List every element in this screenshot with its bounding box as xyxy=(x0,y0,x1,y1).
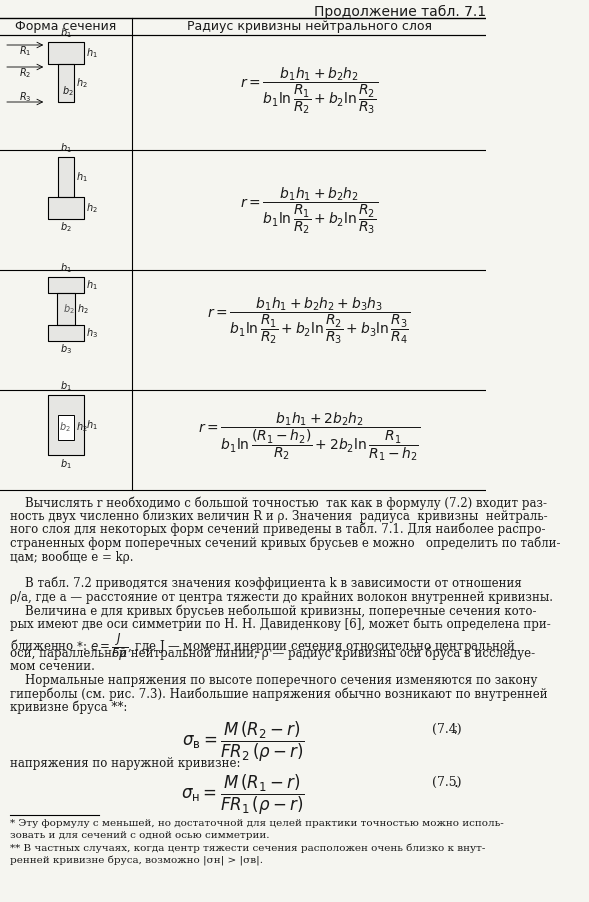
Text: страненных форм поперечных сечений кривых брусьев e можно   определить по табли-: страненных форм поперечных сечений кривы… xyxy=(10,537,560,550)
Text: $\sigma_\text{в} = \dfrac{M\,(R_2 - r)}{FR_2\,(\rho - r)}$: $\sigma_\text{в} = \dfrac{M\,(R_2 - r)}{… xyxy=(182,720,305,764)
Polygon shape xyxy=(58,64,74,102)
Text: В табл. 7.2 приводятся значения коэффициента k в зависимости от отношения: В табл. 7.2 приводятся значения коэффици… xyxy=(10,577,522,591)
Text: (7.5): (7.5) xyxy=(432,776,462,789)
Text: $r = \dfrac{b_1 h_1 + b_2 h_2}{b_1 \ln\dfrac{R_1}{R_2} + b_2 \ln\dfrac{R_2}{R_3}: $r = \dfrac{b_1 h_1 + b_2 h_2}{b_1 \ln\d… xyxy=(240,65,378,115)
Text: (7.4): (7.4) xyxy=(432,723,462,736)
Text: ближенно $*$: $e = \dfrac{J}{F\rho}$, где J — момент инерции сечения относительн: ближенно $*$: $e = \dfrac{J}{F\rho}$, гд… xyxy=(10,631,515,663)
Text: ного слоя для некоторых форм сечений приведены в табл. 7.1. Для наиболее распро-: ного слоя для некоторых форм сечений при… xyxy=(10,523,545,537)
Text: $b_3$: $b_3$ xyxy=(60,342,72,355)
Polygon shape xyxy=(48,42,84,64)
Text: $h_1$: $h_1$ xyxy=(76,170,88,184)
Text: Вычислять r необходимо с большой точностью  так как в формулу (7.2) входит раз-: Вычислять r необходимо с большой точност… xyxy=(10,496,547,510)
Text: $h_2$: $h_2$ xyxy=(76,76,88,90)
Text: $r = \dfrac{b_1 h_1 + b_2 h_2}{b_1 \ln\dfrac{R_1}{R_2} + b_2 \ln\dfrac{R_2}{R_3}: $r = \dfrac{b_1 h_1 + b_2 h_2}{b_1 \ln\d… xyxy=(240,185,378,236)
Text: напряжения по наружной кривизне:: напряжения по наружной кривизне: xyxy=(10,758,240,770)
Text: мом сечении.: мом сечении. xyxy=(10,660,95,674)
Text: * Эту формулу с меньшей, но достаточной для целей практики точностью можно испол: * Эту формулу с меньшей, но достаточной … xyxy=(10,820,504,829)
Text: ** В частных случаях, когда центр тяжести сечения расположен очень близко к внут: ** В частных случаях, когда центр тяжест… xyxy=(10,843,485,853)
Text: $R_3$: $R_3$ xyxy=(19,90,31,104)
Text: $b_1$: $b_1$ xyxy=(60,142,72,155)
Text: $R_1$: $R_1$ xyxy=(19,44,31,58)
Text: ность двух численно близких величин R и ρ. Значения  радиуса  кривизны  нейтраль: ность двух численно близких величин R и … xyxy=(10,510,548,523)
Text: $h_2$: $h_2$ xyxy=(86,201,98,215)
Text: $b_2$: $b_2$ xyxy=(60,220,72,234)
Text: $b_2$: $b_2$ xyxy=(64,302,75,316)
Text: $\sigma_\text{н} = \dfrac{M\,(R_1 - r)}{FR_1\,(\rho - r)}$: $\sigma_\text{н} = \dfrac{M\,(R_1 - r)}{… xyxy=(181,772,305,816)
Text: $r = \dfrac{b_1 h_1 + b_2 h_2 + b_3 h_3}{b_1 \ln\dfrac{R_1}{R_2} + b_2 \ln\dfrac: $r = \dfrac{b_1 h_1 + b_2 h_2 + b_3 h_3}… xyxy=(207,295,411,345)
Text: $h_1$: $h_1$ xyxy=(86,46,98,60)
Text: $h_1$: $h_1$ xyxy=(86,278,98,292)
Text: $r = \dfrac{b_1 h_1 + 2b_2 h_2}{b_1 \ln\dfrac{(R_1 - h_2)}{R_2} + 2b_2 \ln\dfrac: $r = \dfrac{b_1 h_1 + 2b_2 h_2}{b_1 \ln\… xyxy=(198,410,421,463)
Text: рых имеют две оси симметрии по Н. Н. Давиденкову [6], может быть определена при-: рых имеют две оси симметрии по Н. Н. Дав… xyxy=(10,618,551,631)
Text: Радиус кривизны нейтрального слоя: Радиус кривизны нейтрального слоя xyxy=(187,20,432,33)
Polygon shape xyxy=(48,197,84,219)
Text: $R_2$: $R_2$ xyxy=(19,66,31,79)
Polygon shape xyxy=(58,157,74,197)
Text: ρ/a, где a — расстояние от центра тяжести до крайних волокон внутренней кривизны: ρ/a, где a — расстояние от центра тяжест… xyxy=(10,591,553,603)
Text: зовать и для сечений с одной осью симметрии.: зовать и для сечений с одной осью симмет… xyxy=(10,832,269,841)
Text: $h_2$: $h_2$ xyxy=(76,420,88,434)
Polygon shape xyxy=(48,325,84,341)
Text: $b_1$: $b_1$ xyxy=(60,457,72,471)
Text: $b_1$: $b_1$ xyxy=(60,26,72,40)
Text: гиперболы (см. рис. 7.3). Наибольшие напряжения обычно возникают по внутренней: гиперболы (см. рис. 7.3). Наибольшие нап… xyxy=(10,687,548,701)
Text: Нормальные напряжения по высоте поперечного сечения изменяются по закону: Нормальные напряжения по высоте поперечн… xyxy=(10,674,537,687)
Text: .: . xyxy=(454,775,458,790)
Text: цам; вообще e = kρ.: цам; вообще e = kρ. xyxy=(10,550,133,564)
Text: $b_1$: $b_1$ xyxy=(60,262,72,275)
Polygon shape xyxy=(48,277,84,293)
Text: Величина e для кривых брусьев небольшой кривизны, поперечные сечения кото-: Величина e для кривых брусьев небольшой … xyxy=(10,604,537,618)
Polygon shape xyxy=(48,395,84,455)
Text: $h_1$: $h_1$ xyxy=(86,419,98,432)
Polygon shape xyxy=(58,415,74,440)
Text: ;: ; xyxy=(454,723,458,736)
Text: оси, параллельной нейтральной линии; ρ — радиус кривизны оси бруса в исследуе-: оси, параллельной нейтральной линии; ρ —… xyxy=(10,647,535,660)
Text: $b_2$: $b_2$ xyxy=(62,84,74,98)
Text: $h_2$: $h_2$ xyxy=(77,302,88,316)
Text: $b_2$: $b_2$ xyxy=(59,420,71,434)
Polygon shape xyxy=(57,293,75,325)
Text: ренней кривизне бруса, возможно |σн| > |σв|.: ренней кривизне бруса, возможно |σн| > |… xyxy=(10,855,263,866)
Text: $b_1$: $b_1$ xyxy=(60,379,72,393)
Text: $h_3$: $h_3$ xyxy=(86,327,98,340)
Text: Форма сечения: Форма сечения xyxy=(15,20,117,33)
Text: кривизне бруса **:: кривизне бруса **: xyxy=(10,701,127,714)
Text: Продолжение табл. 7.1: Продолжение табл. 7.1 xyxy=(313,5,486,19)
